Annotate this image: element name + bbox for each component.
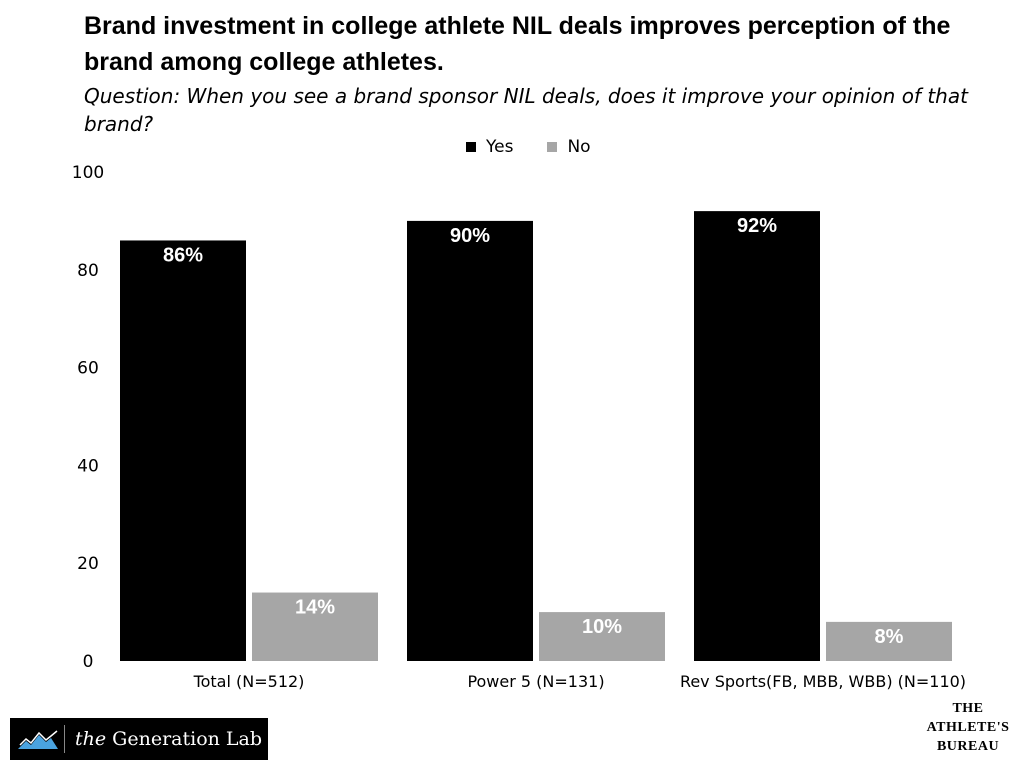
- category-label: Total (N=512): [193, 672, 305, 691]
- y-tick-label: 20: [77, 554, 99, 574]
- y-tick-label: 80: [77, 261, 99, 281]
- bar-yes: [407, 220, 533, 661]
- chart-title: Brand investment in college athlete NIL …: [84, 12, 951, 76]
- data-label-no: 14%: [295, 597, 335, 619]
- legend: Yes No: [466, 136, 625, 158]
- data-label-yes: 86%: [163, 244, 203, 266]
- legend-label-yes: Yes: [486, 137, 514, 157]
- legend-item-no: No: [547, 137, 591, 157]
- category-label: Rev Sports(FB, MBB, WBB) (N=110): [680, 672, 966, 691]
- y-tick-label: 40: [77, 456, 99, 476]
- y-tick-label: 60: [77, 359, 99, 379]
- athletes-bureau-line-1: THE: [952, 701, 984, 716]
- legend-swatch-yes: [466, 142, 476, 152]
- y-tick-label: 0: [83, 652, 94, 672]
- data-label-yes: 92%: [737, 215, 777, 237]
- data-label-no: 10%: [582, 616, 622, 638]
- legend-swatch-no: [547, 142, 558, 152]
- brand-prefix: the: [75, 728, 107, 750]
- data-label-no: 8%: [875, 626, 904, 648]
- mountain-logo-icon: [18, 730, 58, 749]
- athletes-bureau-line-3: BUREAU: [936, 739, 1000, 754]
- athletes-bureau-line-2: ATHLETE'S: [926, 720, 1010, 735]
- legend-item-yes: Yes: [466, 137, 513, 157]
- bar-chart: 0 20 40 60 80 100 86% 14% Total (N=512) 90% 10% Pow…: [72, 163, 966, 691]
- generation-lab-brand: the Generation Lab: [75, 728, 262, 750]
- bar-yes: [120, 240, 246, 661]
- generation-lab-logo: the Generation Lab: [10, 718, 268, 760]
- bar-no: [252, 592, 378, 661]
- category-label: Power 5 (N=131): [467, 672, 604, 691]
- bar-no: [826, 621, 952, 661]
- chart-subtitle: Question: When you see a brand sponsor N…: [84, 84, 968, 136]
- athletes-bureau-logo: THE ATHLETE'S BUREAU: [918, 699, 1018, 756]
- logo-divider: [64, 725, 65, 753]
- data-label-yes: 90%: [450, 225, 490, 247]
- brand-name-text: Generation Lab: [112, 728, 263, 750]
- bar-no: [539, 612, 665, 661]
- y-tick-label: 100: [72, 163, 104, 183]
- legend-label-no: No: [567, 137, 591, 157]
- bar-yes: [694, 211, 820, 661]
